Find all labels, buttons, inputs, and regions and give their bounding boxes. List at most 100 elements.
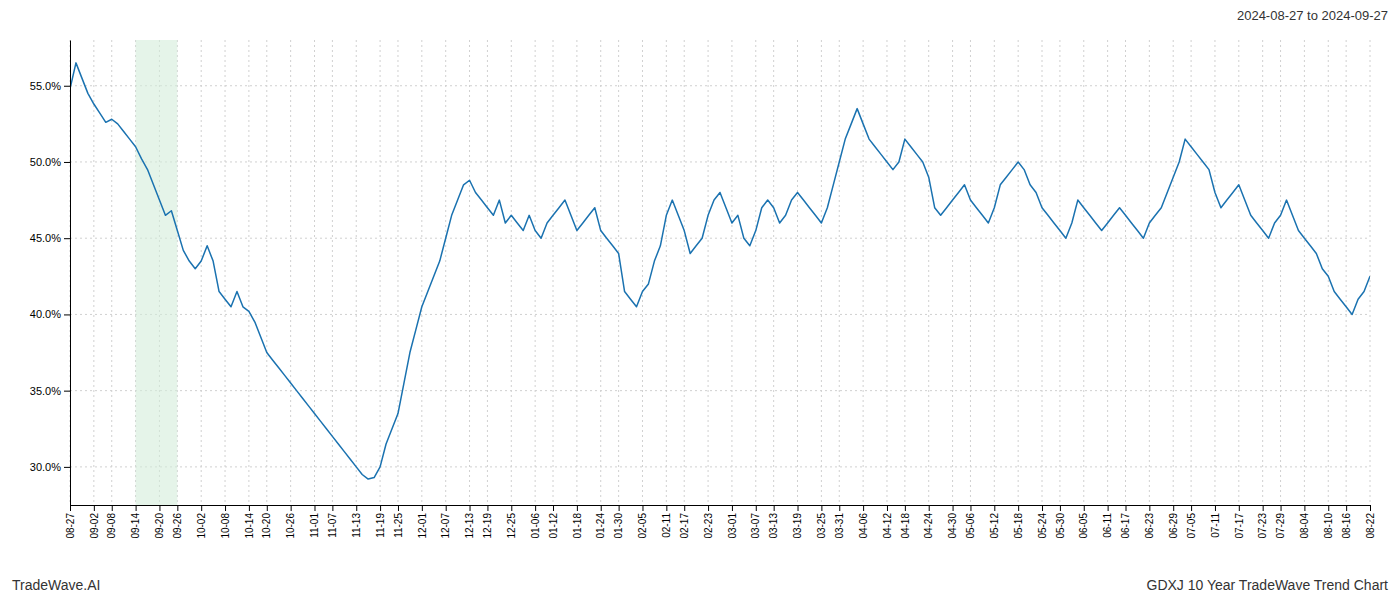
x-tick-mark: [619, 505, 620, 511]
grid-line-x: [266, 40, 267, 505]
grid-line-x: [1191, 40, 1192, 505]
x-tick-label: 11-13: [351, 513, 362, 538]
grid-line-x: [487, 40, 488, 505]
x-tick-mark: [1328, 505, 1329, 511]
grid-line-x: [1083, 40, 1084, 505]
x-tick-label: 05-24: [1037, 513, 1048, 539]
x-tick: 01-24: [595, 505, 606, 539]
grid-line-x: [397, 40, 398, 505]
grid-line-x: [773, 40, 774, 505]
x-tick: 05-18: [1013, 505, 1024, 539]
x-tick: 09-14: [130, 505, 141, 539]
x-tick: 02-17: [679, 505, 690, 539]
grid-line-x: [684, 40, 685, 505]
x-tick: 11-13: [351, 505, 362, 538]
x-tick: 09-20: [154, 505, 165, 539]
x-tick: 03-19: [792, 505, 803, 539]
x-tick: 10-08: [220, 505, 231, 539]
x-tick-mark: [994, 505, 995, 511]
grid-line-x: [535, 40, 536, 505]
x-tick-label: 09-14: [130, 513, 141, 539]
x-tick-mark: [94, 505, 95, 511]
x-tick-label: 06-11: [1102, 513, 1113, 538]
x-tick-label: 03-19: [792, 513, 803, 539]
x-tick: 11-25: [393, 505, 404, 538]
x-tick-mark: [332, 505, 333, 511]
grid-line-x: [928, 40, 929, 505]
x-tick-label: 12-25: [506, 513, 517, 539]
x-tick-mark: [1060, 505, 1061, 511]
grid-line-x: [553, 40, 554, 505]
x-tick-mark: [1018, 505, 1019, 511]
x-tick: 06-11: [1102, 505, 1113, 538]
x-tick: 09-26: [172, 505, 183, 539]
x-tick: 03-07: [750, 505, 761, 539]
grid-line-x: [290, 40, 291, 505]
x-tick: 12-25: [506, 505, 517, 539]
x-tick: 07-11: [1210, 505, 1221, 538]
x-tick: 01-18: [572, 505, 583, 539]
x-tick: 05-12: [989, 505, 1000, 539]
grid-line-x: [314, 40, 315, 505]
grid-line-x: [994, 40, 995, 505]
x-tick: 07-23: [1257, 505, 1268, 539]
x-tick-label: 02-17: [679, 513, 690, 539]
x-tick-label: 01-06: [530, 513, 541, 539]
grid: [70, 40, 1370, 505]
grid-line-x: [511, 40, 512, 505]
x-tick-mark: [756, 505, 757, 511]
x-tick-mark: [1191, 505, 1192, 511]
y-tick: 30.0%: [30, 461, 70, 473]
grid-line-x: [469, 40, 470, 505]
x-tick-mark: [1042, 505, 1043, 511]
x-tick-label: 09-02: [89, 513, 100, 539]
grid-line-x: [111, 40, 112, 505]
x-tick-label: 02-23: [703, 513, 714, 539]
x-tick: 07-29: [1275, 505, 1286, 539]
marks: [70, 40, 1370, 505]
x-tick: 12-01: [417, 505, 428, 539]
x-tick: 08-22: [1365, 505, 1376, 539]
x-tick-label: 07-17: [1234, 513, 1245, 539]
x-tick-mark: [821, 505, 822, 511]
grid-line-x: [1125, 40, 1126, 505]
x-tick: 04-12: [882, 505, 893, 539]
x-tick-label: 04-24: [923, 513, 934, 539]
chart-container: 08-2709-0209-0809-1409-2009-2610-0210-08…: [0, 0, 1400, 600]
subtitle: 2024-08-27 to 2024-09-27: [1237, 8, 1388, 23]
y-tick: 35.0%: [30, 385, 70, 397]
x-tick: 08-04: [1299, 505, 1310, 539]
grid-line-x: [666, 40, 667, 505]
x-tick: 01-30: [613, 505, 624, 539]
grid-line-x: [201, 40, 202, 505]
x-tick-label: 08-22: [1365, 513, 1376, 539]
x-tick-mark: [798, 505, 799, 511]
grid-line-x: [970, 40, 971, 505]
grid-line-y: [70, 466, 1370, 467]
y-tick-label: 50.0%: [30, 156, 61, 168]
grid-line-x: [70, 40, 71, 505]
x-tick: 03-01: [727, 505, 738, 539]
x-tick-label: 04-30: [947, 513, 958, 539]
y-tick-mark: [64, 314, 70, 315]
x-tick: 12-07: [440, 505, 451, 539]
x-tick-label: 12-07: [440, 513, 451, 539]
x-tick: 10-14: [244, 505, 255, 539]
x-tick-label: 06-05: [1078, 513, 1089, 539]
x-tick: 01-12: [548, 505, 559, 539]
x-tick-label: 07-23: [1257, 513, 1268, 539]
x-tick-label: 01-24: [595, 513, 606, 539]
x-tick-mark: [177, 505, 178, 511]
x-tick-mark: [1215, 505, 1216, 511]
grid-line-x: [421, 40, 422, 505]
x-tick: 02-23: [703, 505, 714, 539]
x-tick: 06-17: [1120, 505, 1131, 539]
grid-line-x: [1107, 40, 1108, 505]
grid-line-x: [445, 40, 446, 505]
x-tick: 10-02: [196, 505, 207, 539]
x-tick-mark: [929, 505, 930, 511]
x-tick-mark: [1084, 505, 1085, 511]
x-tick-label: 12-19: [482, 513, 493, 539]
x-tick: 05-06: [965, 505, 976, 539]
x-tick-label: 05-06: [965, 513, 976, 539]
